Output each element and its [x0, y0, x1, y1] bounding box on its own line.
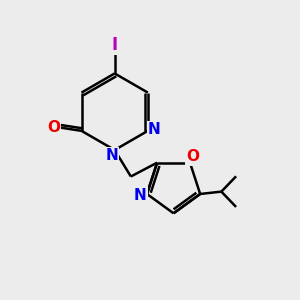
Text: O: O [47, 120, 60, 135]
Text: I: I [112, 36, 118, 54]
Text: O: O [186, 149, 199, 164]
Text: N: N [148, 122, 161, 137]
Text: N: N [105, 148, 118, 163]
Text: N: N [134, 188, 147, 203]
